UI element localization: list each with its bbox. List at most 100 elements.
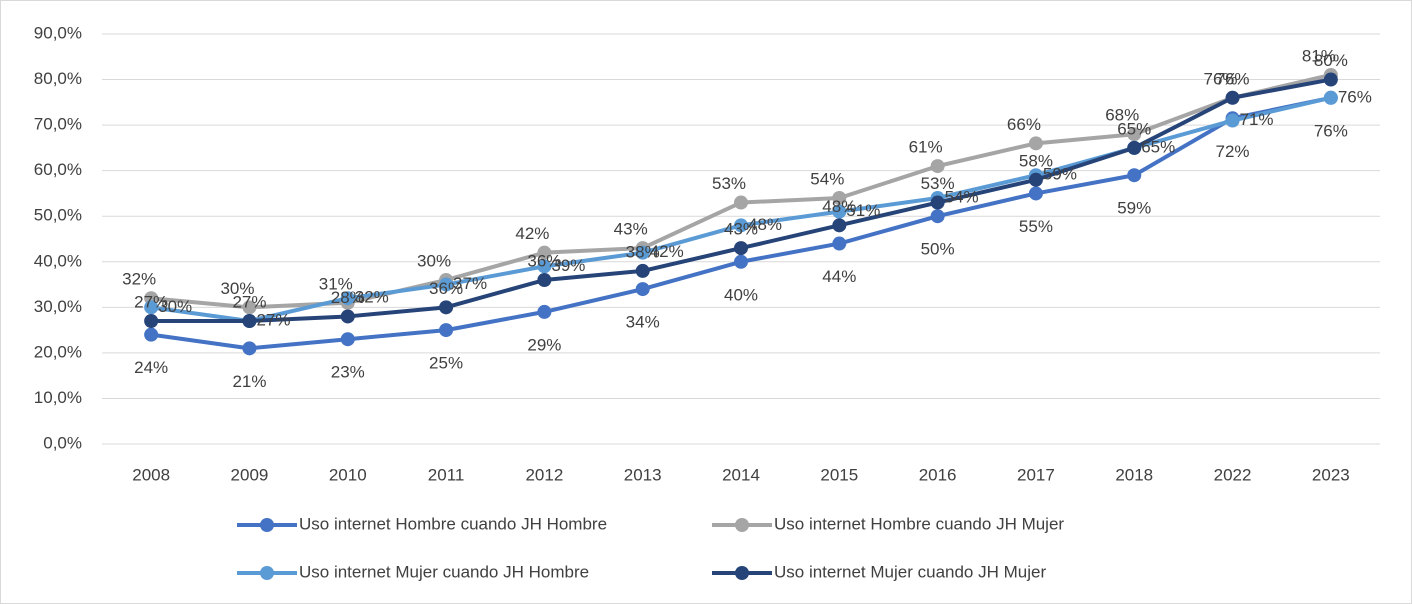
x-tick-label: 2022 <box>1214 465 1252 484</box>
data-point <box>1028 136 1043 151</box>
data-point <box>635 282 650 297</box>
data-label: 39% <box>551 256 585 275</box>
y-tick-label: 90,0% <box>34 23 82 42</box>
data-point <box>930 195 945 210</box>
data-label: 80% <box>1314 51 1348 70</box>
y-tick-label: 20,0% <box>34 342 82 361</box>
data-label: 71% <box>1240 110 1274 129</box>
x-tick-label: 2014 <box>722 465 760 484</box>
data-label: 58% <box>1019 151 1053 170</box>
data-point <box>930 209 945 224</box>
x-tick-label: 2013 <box>624 465 662 484</box>
data-label: 27% <box>256 310 290 329</box>
data-label: 27% <box>134 292 168 311</box>
data-point <box>832 218 847 233</box>
data-label: 50% <box>921 240 955 259</box>
data-label: 59% <box>1043 165 1077 184</box>
y-tick-label: 40,0% <box>34 251 82 270</box>
x-tick-label: 2023 <box>1312 465 1350 484</box>
legend-marker <box>735 566 749 580</box>
data-point <box>340 332 355 347</box>
data-label: 42% <box>650 242 684 261</box>
x-tick-label: 2011 <box>428 465 465 484</box>
data-label: 53% <box>921 174 955 193</box>
data-point <box>537 259 552 274</box>
y-tick-label: 80,0% <box>34 69 82 88</box>
data-label: 66% <box>1007 115 1041 134</box>
data-point <box>340 309 355 324</box>
legend-label: Uso internet Hombre cuando JH Mujer <box>774 514 1064 533</box>
data-label: 40% <box>724 285 758 304</box>
data-label: 43% <box>724 220 758 239</box>
y-tick-label: 50,0% <box>34 206 82 225</box>
legend-marker <box>260 566 274 580</box>
x-tick-label: 2017 <box>1017 465 1055 484</box>
data-point <box>537 304 552 319</box>
data-label: 30% <box>220 279 254 298</box>
data-label: 76% <box>1338 87 1372 106</box>
data-label: 65% <box>1117 119 1151 138</box>
data-label: 30% <box>158 297 192 316</box>
data-label: 32% <box>122 270 156 289</box>
data-label: 51% <box>846 201 880 220</box>
data-point <box>734 254 748 269</box>
data-point <box>832 236 847 251</box>
data-point <box>832 204 847 219</box>
legend-label: Uso internet Mujer cuando JH Hombre <box>299 562 589 581</box>
data-label: 55% <box>1019 217 1053 236</box>
data-point <box>242 341 257 356</box>
data-label: 54% <box>810 169 844 188</box>
data-point <box>144 300 159 315</box>
data-point <box>734 195 748 210</box>
data-point <box>1028 186 1043 201</box>
data-label: 34% <box>626 313 660 332</box>
data-label: 37% <box>453 274 487 293</box>
y-tick-label: 10,0% <box>34 388 82 407</box>
x-tick-label: 2012 <box>525 465 563 484</box>
data-label: 53% <box>712 174 746 193</box>
data-label: 42% <box>515 224 549 243</box>
x-tick-label: 2009 <box>231 465 269 484</box>
data-label: 36% <box>527 251 561 270</box>
x-tick-label: 2008 <box>132 465 170 484</box>
data-label: 29% <box>527 335 561 354</box>
data-point <box>439 277 454 292</box>
data-label: 23% <box>331 363 365 382</box>
data-point <box>1127 168 1142 183</box>
x-tick-label: 2015 <box>820 465 858 484</box>
data-point <box>1127 140 1142 155</box>
data-label: 30% <box>417 251 451 270</box>
data-point <box>439 323 454 338</box>
y-tick-label: 30,0% <box>34 297 82 316</box>
data-label: 27% <box>232 292 266 311</box>
y-tick-label: 0,0% <box>43 433 82 452</box>
data-point <box>537 273 552 287</box>
data-label: 76% <box>1314 121 1348 140</box>
data-label: 44% <box>822 267 856 286</box>
data-label: 81% <box>1302 46 1336 65</box>
data-label: 48% <box>748 215 782 234</box>
x-tick-label: 2018 <box>1115 465 1153 484</box>
data-point <box>832 191 847 205</box>
data-point <box>1323 90 1338 105</box>
data-point <box>439 300 454 315</box>
data-label: 25% <box>429 354 463 373</box>
legend-marker <box>735 518 749 532</box>
data-label: 21% <box>232 372 266 391</box>
data-point <box>635 245 650 260</box>
data-label: 31% <box>319 274 353 293</box>
data-point <box>1127 127 1142 142</box>
data-label: 28% <box>331 288 365 307</box>
data-point <box>1225 113 1240 128</box>
data-point <box>1028 172 1043 187</box>
data-label: 59% <box>1117 199 1151 218</box>
data-label: 36% <box>429 279 463 298</box>
data-point <box>1323 72 1338 87</box>
data-point <box>1225 90 1240 105</box>
data-label: 32% <box>355 288 389 307</box>
data-point <box>144 327 159 342</box>
data-label: 24% <box>134 358 168 377</box>
data-point <box>635 263 650 278</box>
